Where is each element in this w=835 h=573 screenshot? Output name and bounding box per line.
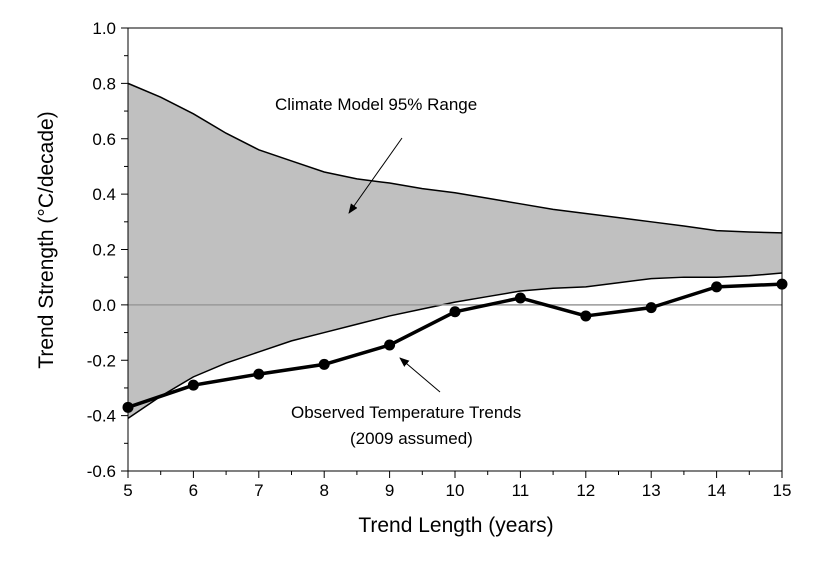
x-tick-label-5: 5 bbox=[123, 481, 132, 500]
model-range-upper-line bbox=[127, 82, 783, 234]
observed-point-8 bbox=[318, 358, 330, 370]
annotations: Climate Model 95% Range Observed Tempera… bbox=[275, 95, 521, 448]
y-tick-label-0.2: 0.2 bbox=[92, 241, 116, 260]
plot-area: 5 6 7 8 9 10 11 12 13 14 15 -0.6 -0.4 -0.2 0.0 0.2 0.4 0.… bbox=[87, 19, 792, 500]
observed-point-10 bbox=[449, 306, 461, 318]
x-tick-label-13: 13 bbox=[642, 481, 661, 500]
x-tick-label-14: 14 bbox=[707, 481, 726, 500]
x-tick-label-12: 12 bbox=[576, 481, 595, 500]
y-tick-label--0.2: -0.2 bbox=[87, 351, 116, 370]
observed-point-11 bbox=[514, 292, 526, 304]
x-axis-title: Trend Length (years) bbox=[358, 514, 553, 537]
y-axis-title: Trend Strength (°C/decade) bbox=[35, 111, 58, 368]
observed-point-7 bbox=[253, 368, 265, 380]
y-tick-label-0.6: 0.6 bbox=[92, 130, 116, 149]
x-tick-label-11: 11 bbox=[512, 481, 530, 500]
y-tick-label--0.4: -0.4 bbox=[87, 407, 116, 426]
annotation-observed-subtitle: (2009 assumed) bbox=[350, 429, 473, 448]
x-tick-label-9: 9 bbox=[385, 481, 394, 500]
y-tick-label-0.0: 0.0 bbox=[92, 296, 116, 315]
model-range-band bbox=[128, 83, 782, 419]
annotation-observed-arrow bbox=[399, 357, 441, 393]
y-tick-label-1.0: 1.0 bbox=[92, 19, 116, 38]
observed-point-9 bbox=[384, 339, 396, 351]
observed-point-12 bbox=[580, 310, 592, 322]
x-tick-label-8: 8 bbox=[319, 481, 328, 500]
observed-point-14 bbox=[711, 281, 723, 293]
observed-point-6 bbox=[187, 379, 199, 391]
annotation-model-range-arrow bbox=[348, 137, 403, 214]
annotation-model-range: Climate Model 95% Range bbox=[275, 95, 477, 114]
y-tick-label-0.4: 0.4 bbox=[92, 185, 116, 204]
x-tick-label-15: 15 bbox=[773, 481, 792, 500]
y-tick-label--0.6: -0.6 bbox=[87, 462, 116, 481]
observed-point-13 bbox=[645, 302, 657, 314]
model-range-lower-line bbox=[127, 272, 783, 420]
x-tick-label-7: 7 bbox=[254, 481, 263, 500]
annotation-observed: Observed Temperature Trends bbox=[291, 403, 521, 422]
x-tick-label-6: 6 bbox=[189, 481, 198, 500]
y-tick-label-0.8: 0.8 bbox=[92, 74, 116, 93]
x-tick-label-10: 10 bbox=[446, 481, 465, 500]
